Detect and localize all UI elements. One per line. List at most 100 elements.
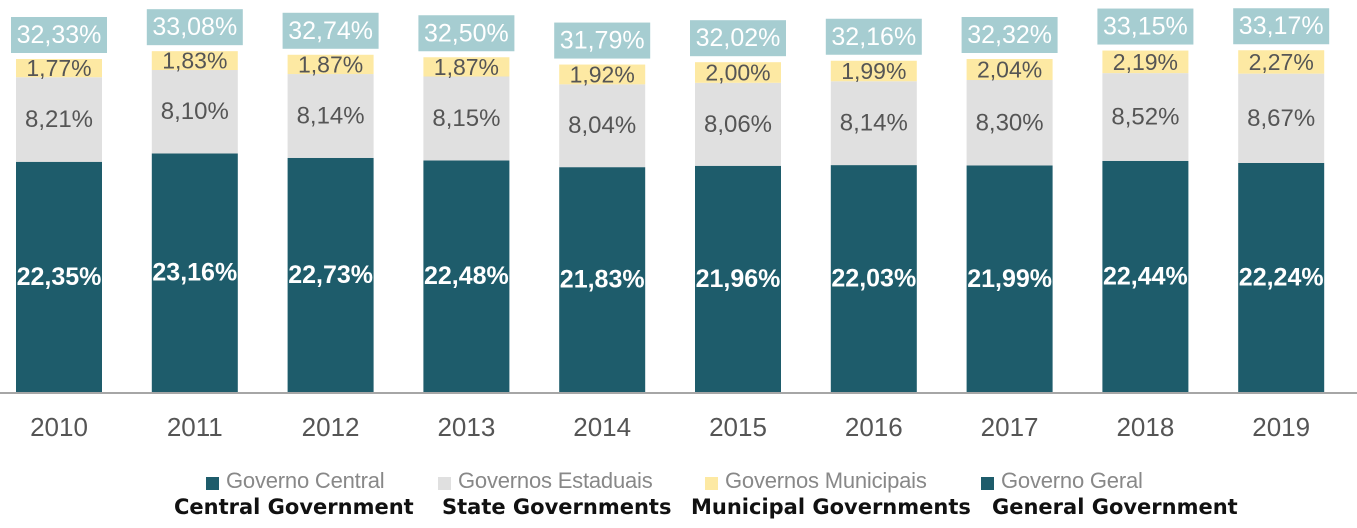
x-tick-label-2019: 2019 [1252,412,1310,442]
bar-central-2018 [1102,160,1189,392]
bar-estaduais-2012 [287,74,374,158]
bar-municipais-2019 [1238,50,1325,74]
bar-municipais-2014 [559,64,646,85]
data-label-municipais-2019: 2,27% [1249,49,1314,75]
legend-english-state-governments: State Governments [442,495,672,519]
bar-municipais-2012 [287,54,374,75]
data-label-central-2016: 22,03% [831,265,916,293]
data-label-central-2010: 22,35% [17,263,102,291]
x-tick-label-2017: 2017 [981,412,1039,442]
bar-central-2017 [966,165,1053,392]
bar-municipais-2010 [16,59,102,78]
bar-municipais-2018 [1102,50,1189,74]
data-label-estaduais-2016: 8,14% [840,110,908,137]
legend-label-governos-estaduais: Governos Estaduais [458,468,653,493]
bar-estaduais-2018 [1102,73,1189,161]
total-label-2014: 31,79% [560,27,645,55]
bar-central-2011 [151,153,238,392]
data-label-central-2015: 21,96% [696,265,781,293]
data-label-municipais-2013: 1,87% [434,54,499,80]
data-label-estaduais-2017: 8,30% [976,109,1044,136]
x-tick-label-2018: 2018 [1116,412,1174,442]
total-badge-2018 [1097,8,1194,45]
total-badge-2019 [1233,8,1330,45]
legend-swatch-governos-municipais [705,477,718,490]
legend-english-general-government: General Government [992,495,1238,519]
data-label-municipais-2017: 2,04% [977,57,1042,83]
bar-central-2010 [16,161,102,392]
total-badge-2013 [418,15,515,52]
legend-swatch-governos-estaduais [438,477,451,490]
data-label-estaduais-2018: 8,52% [1111,103,1179,130]
bar-estaduais-2013 [423,76,510,161]
data-label-central-2018: 22,44% [1103,262,1188,290]
total-badge-2015 [690,20,786,57]
x-tick-label-2012: 2012 [302,412,360,442]
total-label-2015: 32,02% [696,24,781,52]
data-label-estaduais-2014: 8,04% [568,112,636,139]
total-label-2019: 33,17% [1239,12,1324,40]
total-label-2016: 32,16% [831,23,916,51]
bar-central-2019 [1238,162,1325,392]
x-tick-label-2015: 2015 [709,412,767,442]
legend-english-central-government: Central Government [174,495,414,519]
data-label-central-2011: 23,16% [152,259,237,287]
bar-municipais-2016 [830,60,917,82]
stacked-bar-chart: 22,35% 8,21% 1,77% 32,33% 2010 23,16% 8,10% 1,8… [0,8,1357,442]
bar-central-2016 [830,165,917,392]
total-label-2012: 32,74% [288,17,373,45]
data-label-municipais-2014: 1,92% [570,61,635,87]
data-label-municipais-2011: 1,83% [162,48,227,74]
legend-label-governo-central: Governo Central [226,468,385,493]
bar-central-2012 [287,157,374,392]
bar-estaduais-2017 [966,80,1053,166]
legend-swatch-governo-geral [981,477,994,490]
bar-municipais-2011 [151,51,238,71]
bar-central-2014 [559,167,646,392]
data-label-estaduais-2013: 8,15% [432,105,500,132]
bar-municipais-2015 [695,62,781,83]
total-label-2010: 32,33% [17,21,102,49]
data-label-central-2017: 21,99% [967,265,1052,293]
x-tick-label-2014: 2014 [573,412,631,442]
data-label-central-2013: 22,48% [424,262,509,290]
total-label-2018: 33,15% [1103,13,1188,41]
total-badge-2011 [146,9,243,46]
legend: Governo Central Central Government Gover… [0,468,1357,528]
data-label-estaduais-2010: 8,21% [25,106,93,133]
bar-estaduais-2019 [1238,73,1325,163]
total-badge-2012 [282,12,379,49]
data-label-municipais-2015: 2,00% [705,59,770,85]
legend-swatch-governo-central [206,477,219,490]
total-badge-2017 [961,17,1058,54]
bar-estaduais-2016 [830,81,917,166]
bar-central-2015 [695,165,781,392]
data-label-estaduais-2015: 8,06% [704,111,772,138]
x-tick-label-2010: 2010 [30,412,88,442]
data-label-municipais-2010: 1,77% [26,55,91,81]
bar-municipais-2013 [423,57,510,77]
data-label-estaduais-2019: 8,67% [1247,105,1315,132]
total-badge-2014 [554,22,651,59]
data-label-central-2014: 21,83% [560,266,645,294]
legend-english-municipal-governments: Municipal Governments [691,495,971,519]
total-label-2017: 32,32% [967,21,1052,49]
data-label-municipais-2016: 1,99% [841,58,906,84]
total-label-2011: 33,08% [152,13,237,41]
x-tick-label-2011: 2011 [167,412,223,442]
bar-estaduais-2010 [16,77,102,162]
legend-label-governo-geral: Governo Geral [1001,468,1143,493]
legend-label-governos-municipais: Governos Municipais [725,468,927,493]
total-badge-2016 [825,18,922,55]
bar-estaduais-2011 [151,70,238,154]
data-label-estaduais-2011: 8,10% [161,98,229,125]
total-label-2013: 32,50% [424,19,509,47]
data-label-estaduais-2012: 8,14% [297,102,365,129]
data-label-municipais-2012: 1,87% [298,51,363,77]
total-badge-2010 [11,17,107,54]
x-tick-label-2016: 2016 [845,412,903,442]
data-label-municipais-2018: 2,19% [1113,49,1178,75]
bar-estaduais-2014 [559,84,646,168]
bar-estaduais-2015 [695,82,781,166]
data-label-central-2019: 22,24% [1239,263,1324,291]
